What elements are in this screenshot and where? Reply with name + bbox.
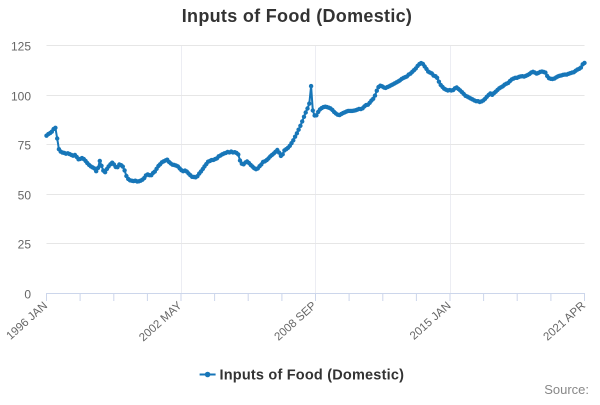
svg-text:Source:: Source: xyxy=(544,382,589,397)
svg-text:Inputs of Food (Domestic): Inputs of Food (Domestic) xyxy=(182,6,412,26)
svg-text:25: 25 xyxy=(18,238,32,252)
svg-text:Inputs of Food (Domestic): Inputs of Food (Domestic) xyxy=(220,368,405,384)
svg-text:75: 75 xyxy=(18,139,32,153)
svg-text:0: 0 xyxy=(24,288,31,302)
svg-text:125: 125 xyxy=(11,40,31,54)
svg-text:50: 50 xyxy=(18,189,32,203)
svg-text:100: 100 xyxy=(11,90,31,104)
